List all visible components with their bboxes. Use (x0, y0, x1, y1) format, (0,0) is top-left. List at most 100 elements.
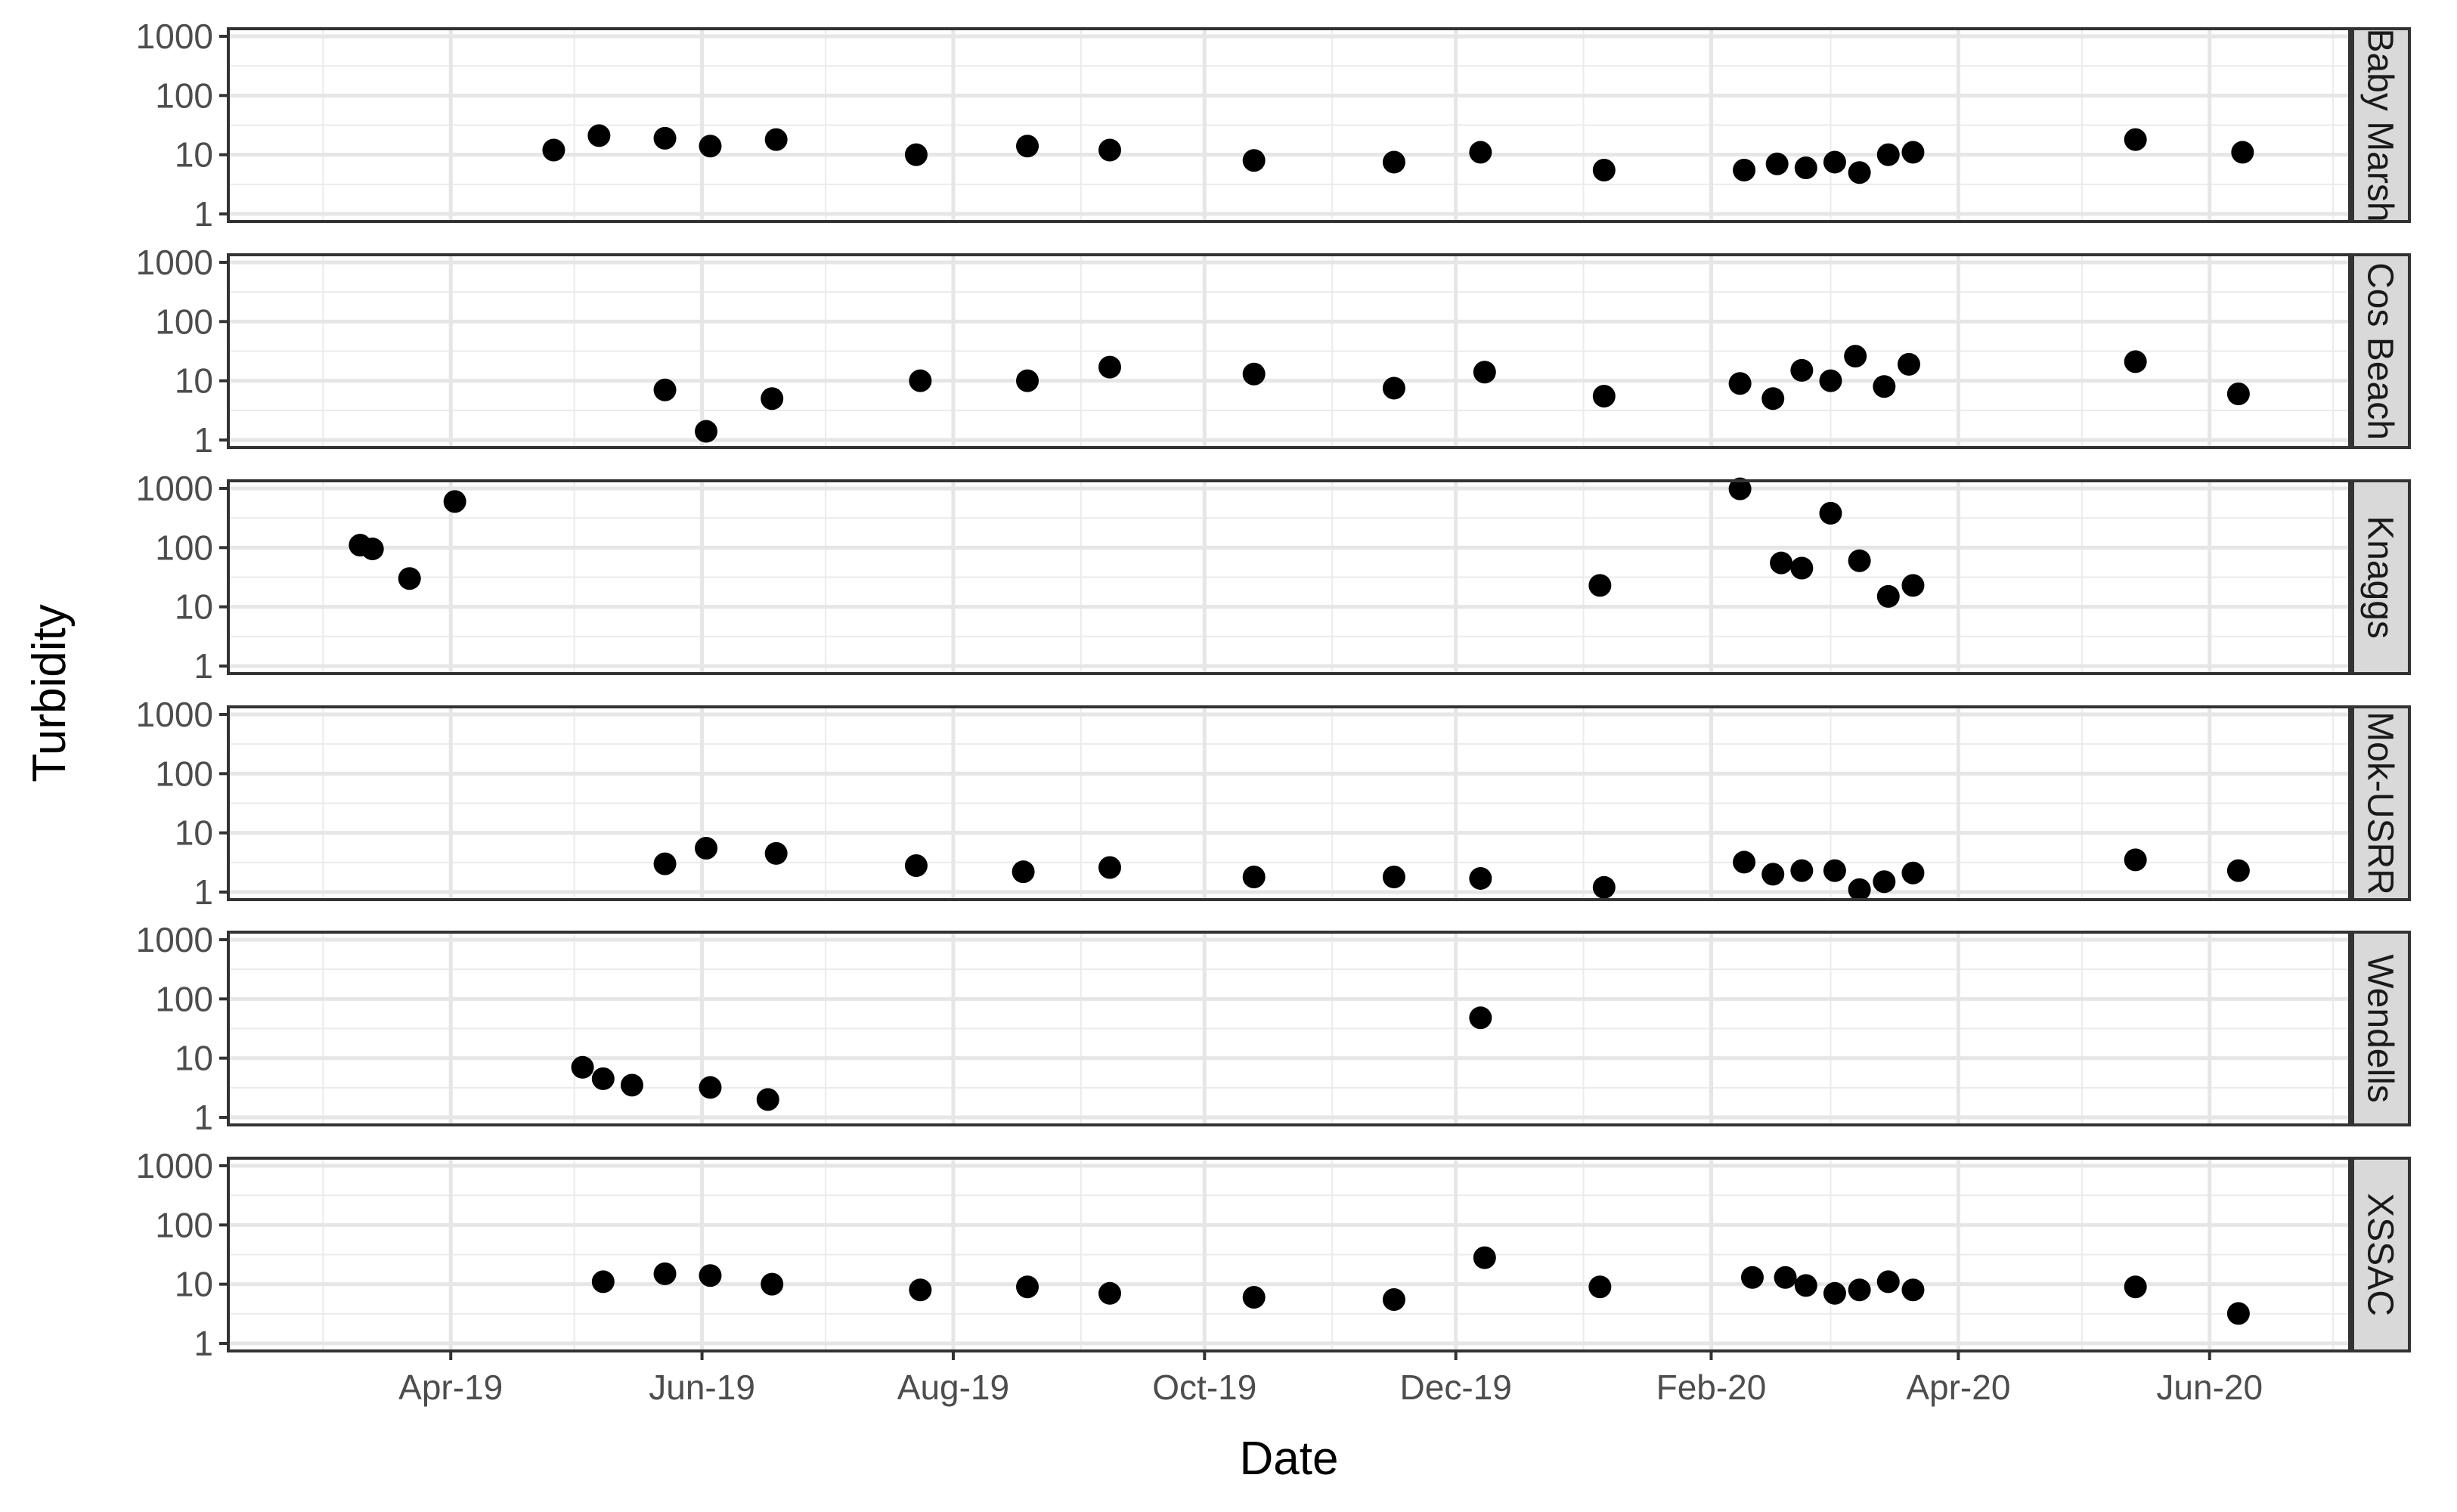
data-point (699, 1264, 722, 1287)
facet-strip-label-group: Mok-USRR (2360, 711, 2400, 895)
data-point (361, 538, 384, 561)
panel-border (227, 1157, 2351, 1352)
y-tick-label: 1000 (136, 695, 213, 734)
y-tick-label: 1000 (136, 1146, 213, 1185)
y-tick-label: 100 (155, 302, 213, 341)
x-tick-label: Jun-19 (649, 1368, 755, 1407)
data-point (761, 387, 784, 411)
facet-strip (2351, 27, 2411, 223)
y-tick-label: 1000 (136, 469, 213, 508)
data-point (1848, 1278, 1871, 1302)
panel-border (227, 253, 2351, 449)
data-point (909, 1278, 932, 1302)
facet-strip (2351, 253, 2411, 449)
y-tick-label: 1 (194, 646, 213, 686)
data-point (1242, 1286, 1266, 1309)
y-tick-label: 1 (194, 194, 213, 234)
y-axis-title: Turbidity (23, 604, 76, 782)
facet-strip (2351, 1157, 2411, 1352)
data-point (2124, 848, 2147, 872)
data-point (1733, 850, 1756, 874)
data-point (1098, 138, 1121, 162)
data-point (653, 1262, 677, 1285)
facet-strip-label: XSSAC (2360, 1193, 2400, 1316)
facet-strip-label: Baby Marsh (2360, 28, 2400, 222)
data-point (1790, 358, 1814, 382)
x-tick-label: Apr-20 (1906, 1368, 2010, 1407)
data-point (1770, 551, 1793, 575)
data-point (1242, 149, 1266, 172)
data-point (1876, 584, 1900, 608)
facet-strip-label-group: XSSAC (2360, 1193, 2400, 1316)
data-point (591, 1270, 615, 1294)
data-point (1876, 1270, 1900, 1294)
data-point (761, 1272, 784, 1296)
facet-panel: 1 10 100 1000 Baby Marsh (136, 17, 2411, 234)
y-tick-label: 10 (175, 1265, 213, 1304)
y-tick-label: 10 (175, 1039, 213, 1078)
data-point (1588, 574, 1612, 597)
facet-strip (2351, 479, 2411, 675)
x-tick-label: Feb-20 (1656, 1368, 1767, 1407)
data-point (1819, 369, 1842, 392)
data-point (1098, 1281, 1121, 1305)
data-point (653, 126, 677, 150)
facet-panel: 1 10 100 1000 XSSAC (136, 1146, 2411, 1363)
data-point (653, 378, 677, 401)
data-point (1382, 150, 1405, 174)
x-tick-label: Dec-19 (1400, 1368, 1512, 1407)
data-point (1873, 870, 1896, 894)
data-point (695, 837, 718, 860)
data-point (1823, 859, 1846, 882)
facet-strip-label: Cos Beach (2360, 262, 2400, 440)
data-point (591, 1067, 615, 1090)
data-point (764, 841, 788, 865)
data-point (1012, 860, 1035, 884)
facet-panel: 1 10 100 1000 Cos Beach (136, 243, 2411, 460)
data-point (1016, 135, 1040, 158)
facet-strip-label-group: Baby Marsh (2360, 28, 2400, 222)
y-tick-label: 10 (175, 135, 213, 175)
data-point (1469, 141, 1492, 164)
data-point (1740, 1266, 1764, 1289)
data-point (1848, 549, 1871, 572)
data-point (1765, 152, 1789, 175)
y-tick-label: 1 (194, 872, 213, 912)
facet-strip-label-group: Knaggs (2360, 516, 2400, 639)
data-point (1819, 501, 1842, 525)
data-point (1761, 863, 1785, 886)
y-tick-label: 1 (194, 1098, 213, 1137)
y-tick-label: 100 (155, 754, 213, 793)
data-point (1790, 859, 1814, 882)
data-point (1901, 861, 1925, 885)
data-point (904, 854, 928, 877)
data-point (1382, 1288, 1405, 1312)
data-point (699, 135, 722, 158)
data-point (1876, 143, 1900, 166)
data-point (571, 1055, 594, 1079)
y-tick-label: 10 (175, 587, 213, 627)
data-point (1733, 159, 1756, 182)
panel-border (227, 705, 2351, 901)
data-point (443, 490, 466, 513)
data-point (1790, 556, 1814, 580)
data-point (2231, 141, 2254, 164)
data-point (1728, 372, 1752, 395)
data-point (398, 567, 421, 590)
y-tick-label: 1000 (136, 17, 213, 56)
data-point (1592, 385, 1616, 408)
data-point (1848, 161, 1871, 184)
data-point (1382, 376, 1405, 400)
facet-strip-label: Knaggs (2360, 516, 2400, 639)
data-point (1242, 362, 1266, 386)
data-point (2124, 1275, 2147, 1299)
data-point (2226, 859, 2250, 882)
facet-panel: 1 10 100 1000 Wendells (136, 920, 2411, 1137)
facet-strip-label-group: Cos Beach (2360, 262, 2400, 440)
panel-border (227, 931, 2351, 1126)
y-tick-label: 100 (155, 528, 213, 567)
data-point (1473, 361, 1496, 384)
data-point (1728, 477, 1752, 500)
